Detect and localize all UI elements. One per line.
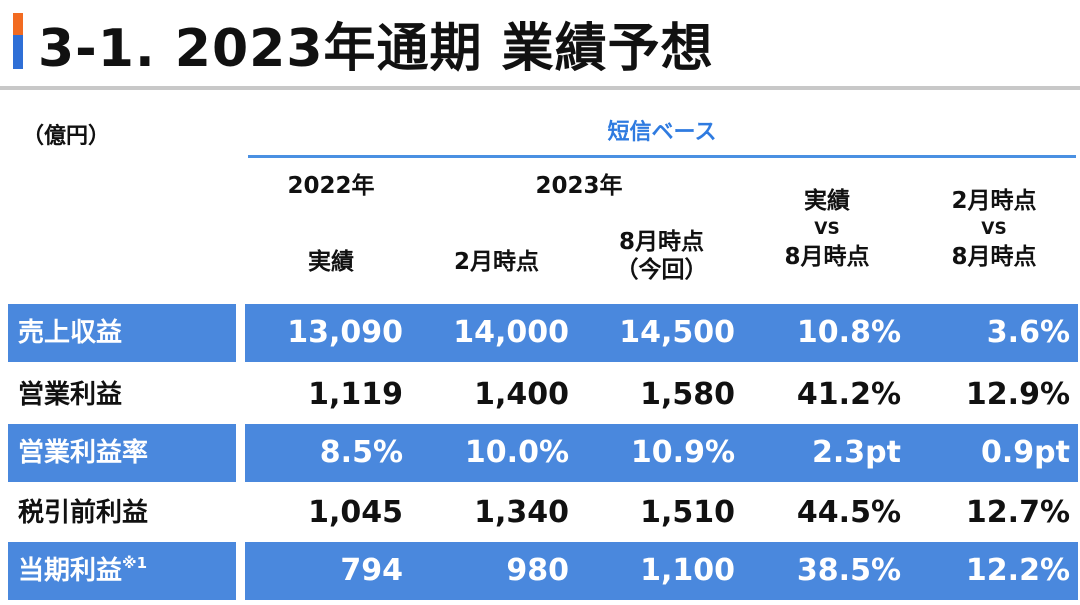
header-year-2023: 2023年 — [535, 173, 623, 199]
cell-actual-vs-aug: 10.8% — [743, 304, 909, 362]
row-label: 税引前利益 — [18, 498, 149, 528]
cell-feb-vs-aug: 12.2% — [909, 542, 1078, 600]
title-divider — [0, 86, 1080, 90]
header-col-feb-vs-aug: 2月時点 VS 8月時点 — [910, 184, 1078, 274]
cell-actual-vs-aug: 38.5% — [743, 542, 909, 600]
table-row: 営業利益 1,119 1,400 1,580 41.2% 12.9% — [0, 366, 1080, 424]
header-col-feb: 2月時点 — [453, 249, 539, 275]
basis-label: 短信ベース — [607, 120, 717, 145]
footnote-marker: ※1 — [122, 554, 148, 572]
cell-actual-vs-aug: 2.3pt — [743, 424, 909, 482]
header-col5-line3: 8月時点 — [951, 244, 1037, 270]
cell-feb-vs-aug: 12.9% — [965, 377, 1070, 412]
table-row: 営業利益率 8.5% 10.0% 10.9% 2.3pt 0.9pt — [0, 424, 1080, 482]
header-col4-line2: VS — [814, 219, 840, 239]
cell-2023-feb: 10.0% — [411, 424, 577, 482]
cell-feb-vs-aug: 0.9pt — [909, 424, 1078, 482]
cell-2023-feb: 14,000 — [411, 304, 577, 362]
row-label: 売上収益 — [8, 304, 236, 362]
cell-2023-feb: 1,400 — [474, 377, 569, 412]
cell-feb-vs-aug: 12.7% — [965, 495, 1070, 530]
cell-2023-feb: 1,340 — [474, 495, 569, 530]
header-col-actual-vs-aug: 実績 VS 8月時点 — [744, 184, 910, 274]
cell-feb-vs-aug: 3.6% — [909, 304, 1078, 362]
cell-2023-aug: 1,510 — [640, 495, 735, 530]
row-label: 営業利益率 — [8, 424, 236, 482]
table-row: 当期利益※1 794 980 1,100 38.5% 12.2% — [0, 542, 1080, 600]
header-col4-line1: 実績 — [804, 188, 850, 214]
cell-2022-actual: 13,090 — [245, 304, 411, 362]
row-label: 当期利益※1 — [8, 542, 236, 600]
header-col5-line2: VS — [981, 219, 1007, 239]
basis-divider — [248, 155, 1076, 158]
cell-actual-vs-aug: 44.5% — [796, 495, 901, 530]
cell-2023-aug: 1,580 — [640, 377, 735, 412]
header-col-actual: 実績 — [308, 249, 354, 275]
page-title: 3-1. 2023年通期 業績予想 — [38, 19, 714, 79]
cell-2022-actual: 1,045 — [308, 495, 403, 530]
cell-actual-vs-aug: 41.2% — [796, 377, 901, 412]
row-label: 営業利益 — [18, 380, 123, 410]
cell-2023-aug: 1,100 — [577, 542, 743, 600]
cell-2023-aug: 10.9% — [577, 424, 743, 482]
cell-2022-actual: 8.5% — [245, 424, 411, 482]
unit-label: （億円） — [22, 124, 111, 149]
cell-2023-aug: 14,500 — [577, 304, 743, 362]
table-row: 売上収益 13,090 14,000 14,500 10.8% 3.6% — [0, 304, 1080, 362]
row-label-text: 当期利益 — [18, 556, 123, 586]
header-year-2022: 2022年 — [287, 173, 375, 199]
header-col-aug: 8月時点 （今回） — [579, 228, 744, 284]
header-col-aug-line1: 8月時点 — [618, 229, 704, 255]
cell-2022-actual: 794 — [245, 542, 411, 600]
cell-2022-actual: 1,119 — [308, 377, 403, 412]
table-row: 税引前利益 1,045 1,340 1,510 44.5% 12.7% — [0, 484, 1080, 542]
header-col5-line1: 2月時点 — [951, 188, 1037, 214]
header-col4-line3: 8月時点 — [784, 244, 870, 270]
title-accent-mark — [13, 13, 23, 69]
title-bar: 3-1. 2023年通期 業績予想 — [0, 0, 1080, 88]
cell-2023-feb: 980 — [411, 542, 577, 600]
header-col-aug-line2: （今回） — [615, 257, 708, 283]
